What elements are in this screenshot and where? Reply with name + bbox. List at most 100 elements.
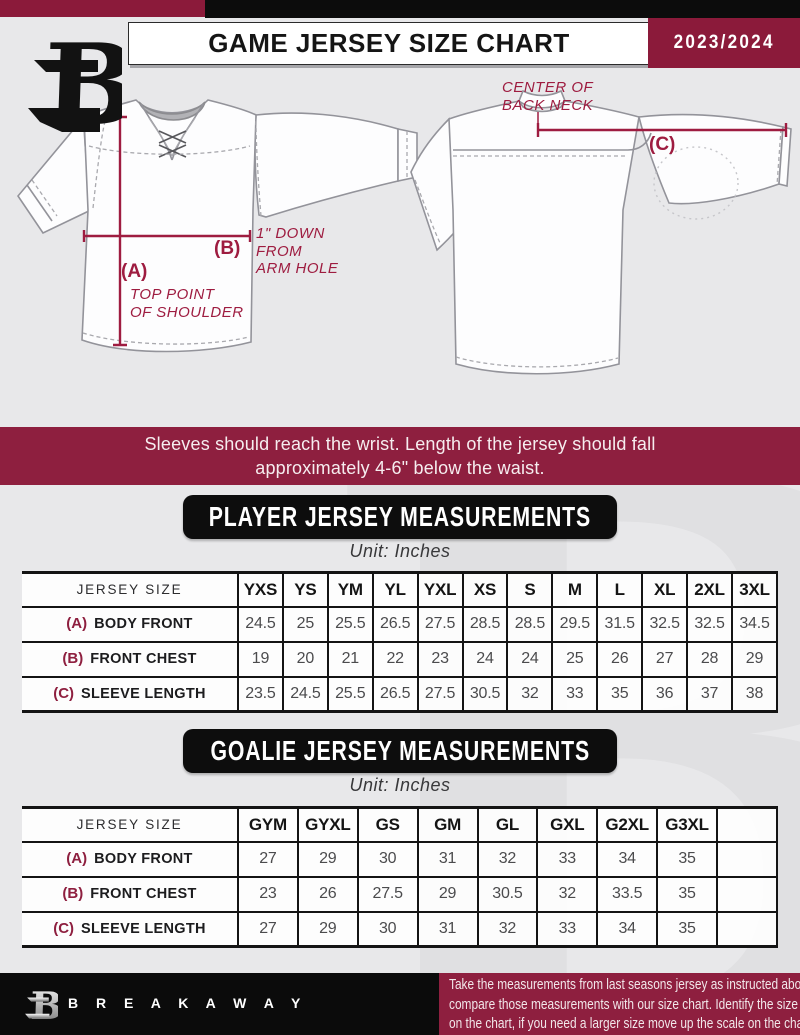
footer-breakaway-logo-icon: B (24, 983, 63, 1031)
measurement-cell: 30.5 (461, 675, 509, 713)
measurement-cell: 36 (641, 675, 689, 713)
measurement-cell: 27.5 (356, 875, 419, 913)
measurement-cell: 22 (371, 640, 419, 678)
footer-maroon-panel (439, 973, 800, 1035)
point-a-label: (A) (121, 261, 148, 282)
measurement-cell: 27 (237, 910, 299, 948)
measurement-cell: 24.5 (281, 675, 329, 713)
measurement-cell: 19 (237, 640, 284, 678)
size-column-header: YS (281, 571, 329, 608)
measurement-cell: 23 (416, 640, 464, 678)
size-column-header: 2XL (686, 571, 733, 608)
measurement-cell: 32 (476, 910, 539, 948)
footer-black-panel (0, 973, 439, 1035)
measurement-cell: 35 (596, 675, 644, 713)
size-column-header: G2XL (596, 806, 659, 843)
measurement-cell: 31 (416, 910, 479, 948)
row-label: (C) SLEEVE LENGTH (22, 910, 239, 948)
size-column-header: XL (641, 571, 689, 608)
measurement-cell: 29 (416, 875, 479, 913)
footer-instruction-line-3: on the chart, if you need a larger size … (449, 1016, 800, 1032)
measurement-cell: 34 (596, 840, 659, 878)
point-c-label: (C) (649, 134, 676, 155)
footer-brand-name: B R E A K A W A Y (68, 995, 308, 1011)
season-label: 2023/2024 (673, 32, 775, 53)
center-back-neck-note: CENTER OF BACK NECK (502, 79, 594, 114)
notice-line-2: approximately 4-6" below the waist. (255, 458, 545, 478)
page-title: GAME JERSEY SIZE CHART (208, 28, 570, 58)
row-label: (A) BODY FRONT (22, 840, 239, 878)
player-section-title: PLAYER JERSEY MEASUREMENTS (183, 495, 617, 539)
svg-text:B: B (30, 984, 58, 1026)
row-label: (A) BODY FRONT (22, 605, 239, 643)
measurement-cell: 24 (461, 640, 509, 678)
measurement-cell: 32 (536, 875, 599, 913)
measurement-cell: 33 (536, 840, 599, 878)
measurement-row: (A) BODY FRONT 27 29 30 31 32 33 34 35 (22, 840, 778, 878)
measurement-row: (A) BODY FRONT 24.5 25 25.5 26.5 27.5 28.5 28.5 2… (22, 605, 779, 643)
row-label: (C) SLEEVE LENGTH (22, 675, 239, 713)
measurement-cell: 31 (416, 840, 479, 878)
footer-instructions: Take the measurements from last seasons … (449, 976, 800, 1035)
footer-instruction-line-1: Take the measurements from last seasons … (449, 977, 800, 993)
measurement-cell: 29 (730, 640, 779, 678)
measurement-row: (C) SLEEVE LENGTH 23.5 24.5 25.5 26.5 27.5 30.5… (22, 675, 779, 713)
measurement-cell: 27.5 (416, 605, 464, 643)
measurement-lines (82, 112, 788, 347)
goalie-size-table: JERSEY SIZE GYM GYXL GS GM GL GXL G2XL G3XL (A) BO… (22, 806, 778, 948)
measurement-cell: 28.5 (506, 605, 554, 643)
measurement-cell: 23.5 (237, 675, 284, 713)
measurement-cell: 26.5 (371, 675, 419, 713)
row-label: (B) FRONT CHEST (22, 640, 239, 678)
size-column-header: GM (416, 806, 479, 843)
measurement-cell: 29.5 (551, 605, 599, 643)
point-b-note: 1" DOWN FROM ARM HOLE (256, 225, 339, 277)
measurement-cell: 32 (476, 840, 539, 878)
jersey-size-corner-label: JERSEY SIZE (22, 571, 239, 608)
measurement-cell: 26 (596, 640, 644, 678)
measurement-cell: 24 (506, 640, 554, 678)
measurement-cell: 30 (356, 910, 419, 948)
measurement-cell: 27 (641, 640, 689, 678)
measurement-cell: 26.5 (371, 605, 419, 643)
goalie-table-host: JERSEY SIZE GYM GYXL GS GM GL GXL G2XL G3XL (A) BO… (22, 806, 778, 948)
measurement-cell: 30 (356, 840, 419, 878)
size-column-header: 3XL (730, 571, 779, 608)
notice-line-1: Sleeves should reach the wrist. Length o… (144, 434, 656, 454)
measurement-cell: 24.5 (237, 605, 284, 643)
measurement-cell: 21 (326, 640, 374, 678)
size-column-header: GYXL (296, 806, 359, 843)
measurement-cell: 35 (656, 910, 718, 948)
measurement-cell: 31.5 (596, 605, 644, 643)
header-black-bar (205, 0, 800, 18)
measurement-cell: 26 (296, 875, 359, 913)
player-table-host: JERSEY SIZE YXS YS YM YL YXL XS S M L XL 2XL 3XL (A) B… (22, 571, 779, 713)
measurement-cell: 32.5 (641, 605, 689, 643)
title-band: GAME JERSEY SIZE CHART (128, 22, 650, 65)
size-column-header: S (506, 571, 554, 608)
measurement-cell: 32.5 (686, 605, 733, 643)
measurement-cell: 37 (686, 675, 733, 713)
measurement-cell: 30.5 (476, 875, 539, 913)
measurement-cell (716, 840, 778, 878)
point-b-label: (B) (214, 238, 241, 259)
measurement-cell: 35 (656, 840, 718, 878)
measurement-cell: 27.5 (416, 675, 464, 713)
size-column-header: GXL (536, 806, 599, 843)
measurement-cell (716, 875, 778, 913)
size-column-header: YL (371, 571, 419, 608)
season-badge: 2023/2024 (648, 18, 800, 68)
header-maroon-strip (0, 0, 205, 17)
measurement-cell: 25.5 (326, 675, 374, 713)
measurement-cell: 27 (237, 840, 299, 878)
measurement-cell: 25 (551, 640, 599, 678)
jersey-size-corner-label: JERSEY SIZE (22, 806, 239, 843)
measurement-row: (B) FRONT CHEST 19 20 21 22 23 24 24 25 26 27 28 29 (22, 640, 779, 678)
measurement-cell: 38 (730, 675, 779, 713)
size-column-header: YM (326, 571, 374, 608)
back-jersey-illustration (410, 89, 792, 375)
footer-instruction-line-2: compare those measurements with our size… (449, 996, 798, 1013)
goalie-unit-label: Unit: Inches (349, 775, 451, 795)
size-column-header (716, 806, 778, 843)
